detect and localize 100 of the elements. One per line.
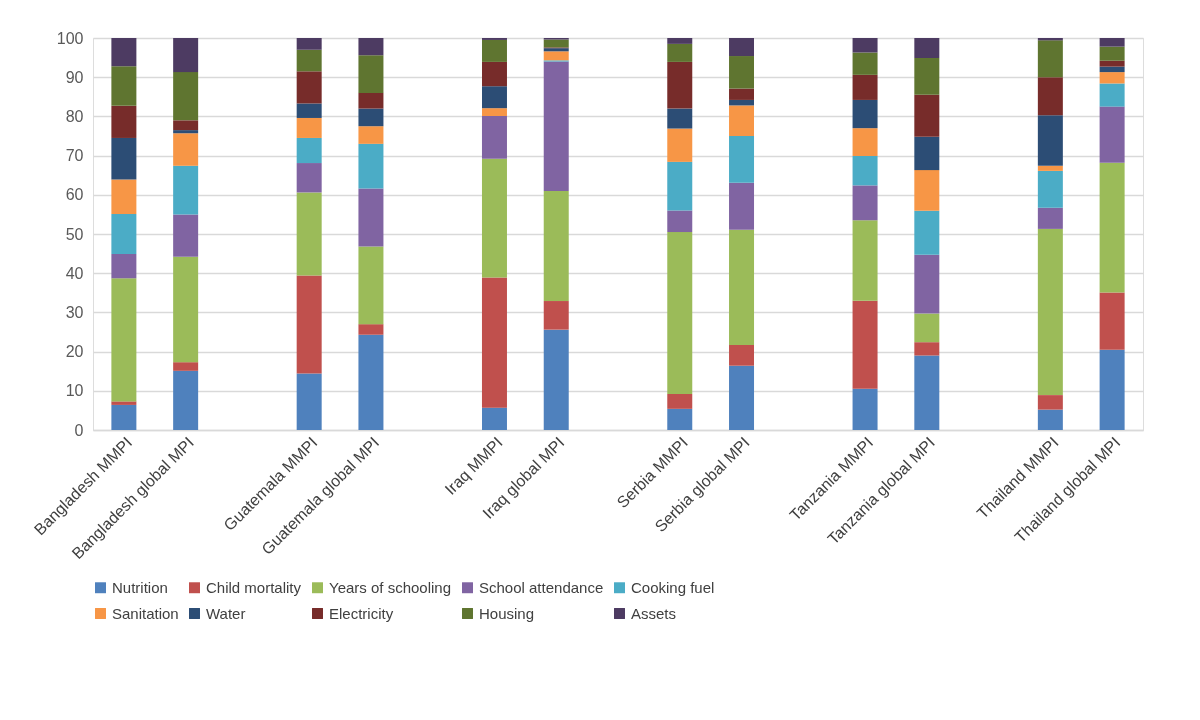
bar <box>296 163 322 193</box>
bar <box>1037 228 1063 396</box>
bar <box>1099 72 1125 84</box>
bar <box>173 362 199 371</box>
legend-label: Nutrition <box>112 578 168 596</box>
bar <box>296 192 322 276</box>
bar <box>296 373 322 430</box>
bar <box>173 120 199 131</box>
bar <box>296 49 322 72</box>
y-tick-label: 100 <box>56 29 84 47</box>
bar <box>914 342 940 356</box>
bar <box>667 61 693 109</box>
bar <box>1099 46 1125 61</box>
bar <box>667 210 693 233</box>
bar <box>358 126 384 144</box>
bar <box>852 52 878 75</box>
bar <box>667 161 693 211</box>
legend-label: Sanitation <box>112 604 179 622</box>
bar <box>111 38 137 67</box>
bar <box>852 128 878 156</box>
bar <box>914 38 940 58</box>
bar <box>173 370 199 430</box>
bar <box>358 55 384 93</box>
bar <box>914 136 940 171</box>
bar <box>1099 106 1125 163</box>
bar <box>729 38 755 57</box>
bar <box>667 393 693 409</box>
legend-label: Housing <box>479 604 535 622</box>
bar <box>914 254 940 314</box>
bar <box>173 256 199 363</box>
bar <box>358 108 384 127</box>
bar <box>481 158 507 278</box>
bar <box>481 407 507 430</box>
bar <box>1037 207 1063 229</box>
bar <box>914 355 940 430</box>
legend-label: School attendance <box>479 578 604 596</box>
bar <box>543 301 569 330</box>
legend-label: Assets <box>631 604 677 622</box>
bar <box>543 329 569 430</box>
bar <box>729 88 755 100</box>
bar <box>296 137 322 164</box>
bar <box>358 324 384 335</box>
bar <box>296 117 322 138</box>
bar <box>296 275 322 374</box>
bar <box>1099 83 1125 107</box>
bar <box>852 38 878 53</box>
bar <box>1099 349 1125 430</box>
bar <box>111 214 137 254</box>
bar <box>852 74 878 100</box>
bar <box>1037 165 1063 171</box>
legend-label: Cooking fuel <box>631 578 715 596</box>
bar <box>173 214 199 257</box>
bar <box>1099 38 1125 47</box>
y-tick-label: 80 <box>65 107 84 125</box>
bar <box>667 232 693 394</box>
bar <box>481 61 507 87</box>
bar <box>1099 60 1125 67</box>
bar <box>1099 292 1125 350</box>
y-tick-label: 40 <box>65 264 84 282</box>
y-tick-label: 70 <box>65 147 84 165</box>
bar <box>852 220 878 301</box>
bar <box>173 38 199 73</box>
bar <box>481 39 507 62</box>
bar <box>852 388 878 430</box>
bar <box>358 188 384 247</box>
bar <box>358 38 384 56</box>
bar <box>852 185 878 221</box>
bar <box>173 165 199 215</box>
bar <box>729 105 755 136</box>
bar <box>358 92 384 109</box>
bar <box>543 190 569 302</box>
bar <box>296 71 322 104</box>
bar <box>667 128 693 162</box>
bar <box>729 229 755 345</box>
y-tick-label: 50 <box>65 225 84 243</box>
y-tick-label: 90 <box>65 68 84 86</box>
bar <box>173 130 199 134</box>
legend-label: Years of schooling <box>329 578 452 596</box>
y-tick-label: 0 <box>74 421 84 439</box>
bar <box>481 86 507 109</box>
bar <box>1037 170 1063 208</box>
bar <box>914 94 940 137</box>
y-tick-label: 30 <box>65 303 84 321</box>
legend-label: Child mortality <box>206 578 302 596</box>
bar <box>914 57 940 95</box>
bar <box>667 408 693 430</box>
bar <box>481 116 507 159</box>
bar <box>914 210 940 255</box>
bar <box>543 51 569 61</box>
bar <box>111 179 137 215</box>
bar <box>543 61 569 191</box>
bar <box>481 277 507 408</box>
bar <box>111 404 137 430</box>
bar <box>111 253 137 279</box>
y-tick-label: 20 <box>65 343 84 361</box>
bar <box>111 278 137 402</box>
legend-label: Water <box>206 604 246 622</box>
bar <box>729 56 755 89</box>
bar <box>729 136 755 183</box>
bar <box>296 103 322 118</box>
